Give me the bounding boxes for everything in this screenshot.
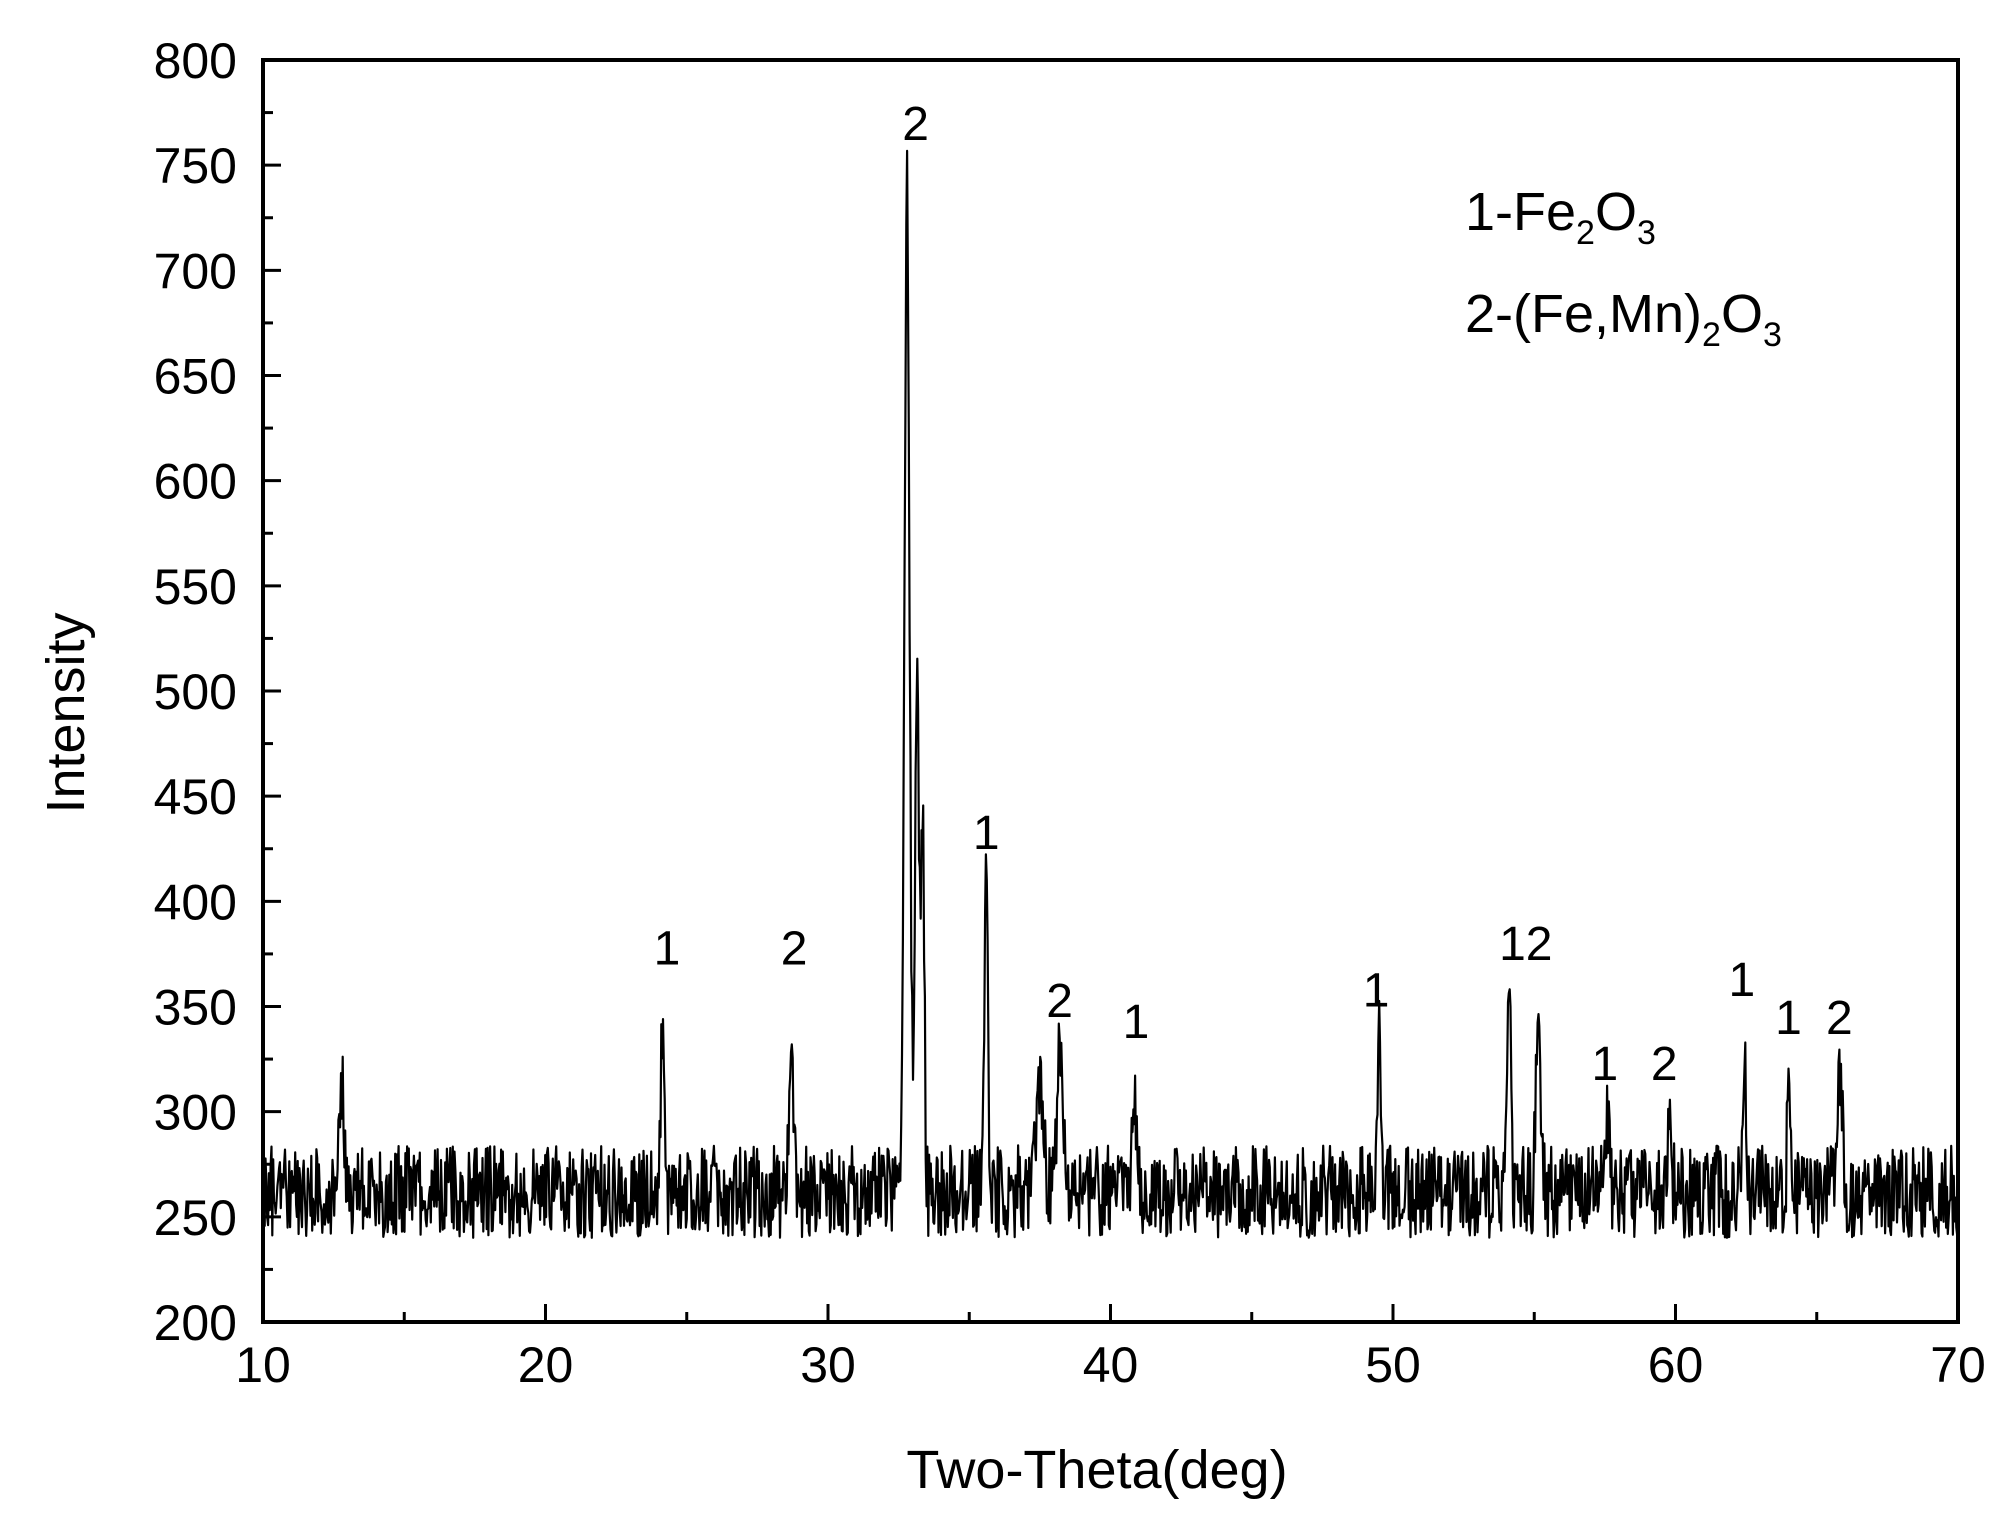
y-tick-label: 800 — [154, 33, 237, 89]
x-tick-label: 50 — [1365, 1337, 1421, 1393]
x-tick-label: 30 — [800, 1337, 856, 1393]
peak-label: 2 — [1826, 992, 1853, 1045]
peak-label: 2 — [781, 922, 808, 975]
peak-label: 2 — [902, 98, 929, 151]
peak-label: 1 — [1775, 992, 1802, 1045]
legend-entry-2: 2-(Fe,Mn)2O3 — [1465, 284, 1782, 354]
peak-label: 1 — [1729, 954, 1756, 1007]
x-axis-label: Two-Theta(deg) — [906, 1440, 1287, 1500]
x-tick-label: 60 — [1648, 1337, 1704, 1393]
legend-entry-1: 1-Fe2O3 — [1465, 182, 1656, 252]
peak-label: 1 — [973, 807, 1000, 860]
y-axis-label: Intensity — [36, 612, 96, 813]
peak-label: 1 — [654, 922, 681, 975]
y-tick-label: 500 — [154, 664, 237, 720]
x-tick-label: 70 — [1930, 1337, 1986, 1393]
y-tick-label: 400 — [154, 874, 237, 930]
x-tick-label: 10 — [235, 1337, 291, 1393]
peak-label: 2 — [1046, 975, 1073, 1028]
y-tick-label: 350 — [154, 980, 237, 1036]
y-tick-label: 600 — [154, 454, 237, 510]
y-tick-label: 250 — [154, 1190, 237, 1246]
diffraction-trace — [262, 149, 1960, 1239]
y-tick-label: 700 — [154, 243, 237, 299]
y-tick-label: 650 — [154, 349, 237, 405]
y-tick-label: 450 — [154, 769, 237, 825]
peak-label: 1 — [1592, 1038, 1619, 1091]
y-tick-label: 200 — [154, 1295, 237, 1351]
peak-label: 1 — [1123, 996, 1150, 1049]
peak-label: 12 — [1499, 918, 1552, 971]
data-layer — [262, 149, 1960, 1239]
peak-label: 1 — [1363, 965, 1390, 1018]
y-tick-label: 550 — [154, 559, 237, 615]
x-tick-label: 40 — [1083, 1337, 1139, 1393]
y-tick-label: 300 — [154, 1085, 237, 1141]
peak-label: 2 — [1651, 1038, 1678, 1091]
x-tick-label: 20 — [518, 1337, 574, 1393]
axes-layer: 10 20 30 40 50 60 70 200 250 300 350 400 450 500 550 60… — [154, 33, 1986, 1393]
legend: 1-Fe2O3 2-(Fe,Mn)2O3 — [1465, 182, 1782, 354]
y-tick-label: 750 — [154, 138, 237, 194]
